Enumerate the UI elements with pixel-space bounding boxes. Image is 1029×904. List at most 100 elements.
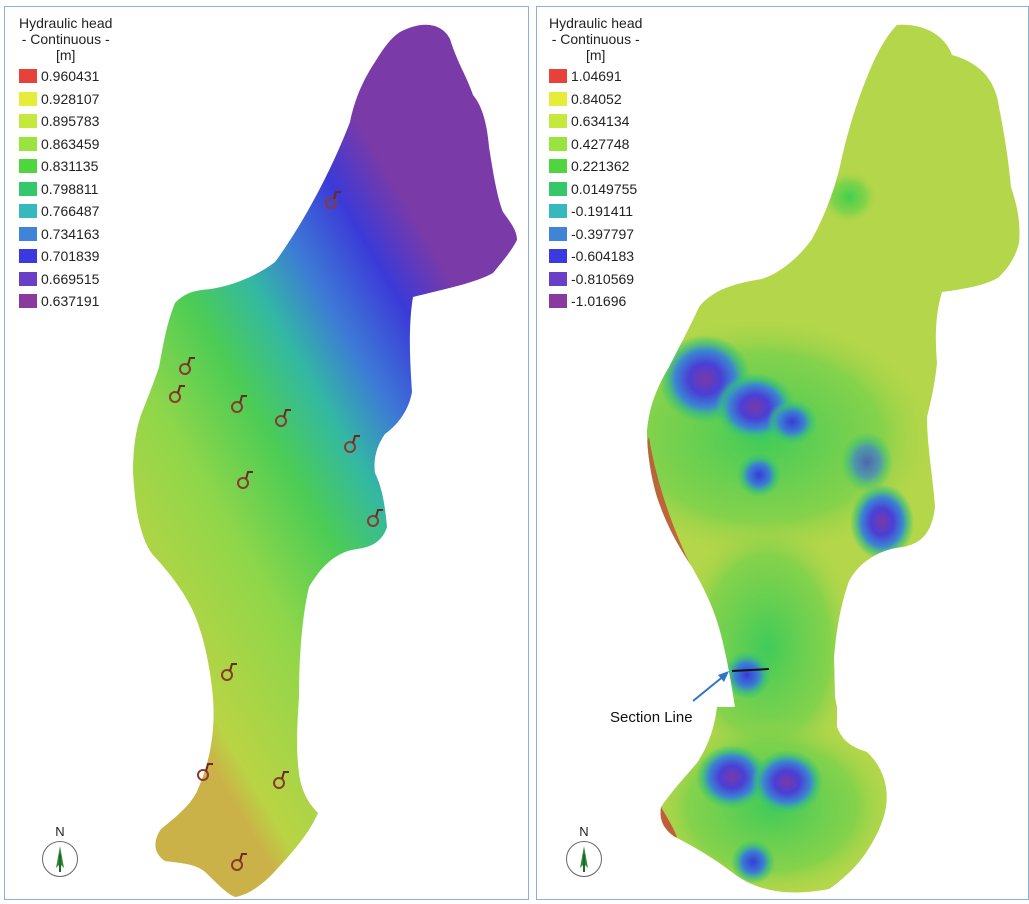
legend-label: 0.634134 bbox=[571, 113, 630, 130]
left-map-panel: Hydraulic head - Continuous - [m] 0.9604… bbox=[4, 6, 529, 900]
legend-swatch bbox=[549, 204, 567, 219]
well-marker-icon bbox=[325, 191, 341, 209]
legend-subtitle: - Continuous - bbox=[21, 31, 110, 47]
well-marker-icon bbox=[231, 395, 247, 413]
north-arrow: N bbox=[564, 825, 604, 877]
legend-swatch bbox=[549, 181, 567, 196]
north-arrow-icon bbox=[566, 841, 602, 877]
legend-swatch bbox=[19, 226, 37, 241]
legend-label: -1.01696 bbox=[571, 293, 627, 310]
north-arrow-icon bbox=[42, 841, 78, 877]
legend-swatch bbox=[549, 249, 567, 264]
legend-item: -0.191411 bbox=[549, 200, 642, 223]
section-pointer-arrow-icon bbox=[692, 671, 729, 702]
legend-swatch bbox=[549, 294, 567, 309]
legend-label: 0.427748 bbox=[571, 135, 630, 152]
legend-label: 0.895783 bbox=[41, 113, 100, 130]
legend-swatch bbox=[19, 114, 37, 129]
well-markers bbox=[169, 191, 383, 871]
legend-label: 0.0149755 bbox=[571, 180, 638, 197]
legend-item: 0.960431 bbox=[19, 65, 112, 88]
legend-label: 0.928107 bbox=[41, 90, 100, 107]
legend-item: 0.863459 bbox=[19, 133, 112, 156]
legend-item: -1.01696 bbox=[549, 290, 642, 313]
legend-label: 0.701839 bbox=[41, 248, 100, 265]
legend-label: 0.637191 bbox=[41, 293, 100, 310]
well-marker-icon bbox=[221, 663, 237, 681]
legend-swatch bbox=[19, 69, 37, 84]
right-legend: Hydraulic head - Continuous - [m] 1.0469… bbox=[549, 15, 642, 313]
well-marker-icon bbox=[197, 763, 213, 781]
north-label: N bbox=[579, 824, 589, 839]
legend-label: -0.810569 bbox=[571, 270, 635, 287]
well-marker-icon bbox=[179, 357, 195, 375]
legend-swatch bbox=[549, 136, 567, 151]
legend-item: 1.04691 bbox=[549, 65, 642, 88]
legend-swatch bbox=[549, 226, 567, 241]
well-marker-icon bbox=[275, 409, 291, 427]
legend-label: 0.734163 bbox=[41, 225, 100, 242]
well-marker-icon bbox=[367, 509, 383, 527]
legend-swatch bbox=[19, 159, 37, 174]
well-marker-icon bbox=[344, 435, 360, 453]
legend-item: 0.928107 bbox=[19, 88, 112, 111]
well-marker-icon bbox=[273, 771, 289, 789]
legend-item: 0.637191 bbox=[19, 290, 112, 313]
legend-swatch bbox=[19, 249, 37, 264]
right-map-panel: Hydraulic head - Continuous - [m] 1.0469… bbox=[536, 6, 1029, 900]
left-aquifer-area bbox=[133, 24, 517, 897]
legend-item: -0.810569 bbox=[549, 268, 642, 291]
legend-label: 0.84052 bbox=[571, 90, 622, 107]
legend-swatch bbox=[549, 114, 567, 129]
legend-item: 0.221362 bbox=[549, 155, 642, 178]
left-hydraulic-head-map bbox=[133, 24, 517, 897]
legend-label: 1.04691 bbox=[571, 68, 622, 85]
left-legend: Hydraulic head - Continuous - [m] 0.9604… bbox=[19, 15, 112, 313]
legend-item: 0.0149755 bbox=[549, 178, 642, 201]
well-marker-icon bbox=[237, 471, 253, 489]
legend-items: 0.960431 0.928107 0.895783 0.863459 0.831135… bbox=[19, 65, 112, 313]
legend-item: 0.701839 bbox=[19, 245, 112, 268]
legend-swatch bbox=[19, 136, 37, 151]
legend-label: 0.960431 bbox=[41, 68, 100, 85]
legend-label: -0.397797 bbox=[571, 225, 635, 242]
legend-label: -0.604183 bbox=[571, 248, 635, 265]
legend-swatch bbox=[549, 91, 567, 106]
legend-item: 0.427748 bbox=[549, 133, 642, 156]
legend-label: 0.669515 bbox=[41, 270, 100, 287]
legend-item: 0.895783 bbox=[19, 110, 112, 133]
well-marker-icon bbox=[231, 853, 247, 871]
legend-label: -0.191411 bbox=[571, 203, 634, 220]
legend-swatch bbox=[549, 69, 567, 84]
legend-swatch bbox=[19, 91, 37, 106]
legend-label: 0.831135 bbox=[41, 158, 99, 175]
legend-subtitle: - Continuous - bbox=[551, 31, 640, 47]
legend-item: -0.604183 bbox=[549, 245, 642, 268]
legend-title: Hydraulic head bbox=[549, 15, 643, 31]
legend-item: 0.831135 bbox=[19, 155, 112, 178]
legend-label: 0.798811 bbox=[41, 180, 99, 197]
legend-label: 0.766487 bbox=[41, 203, 100, 220]
legend-item: 0.634134 bbox=[549, 110, 642, 133]
head-field-overlay bbox=[647, 171, 932, 893]
legend-item: 0.669515 bbox=[19, 268, 112, 291]
legend-item: -0.397797 bbox=[549, 223, 642, 246]
legend-label: 0.221362 bbox=[571, 158, 630, 175]
legend-swatch bbox=[19, 294, 37, 309]
legend-swatch bbox=[549, 159, 567, 174]
well-marker-icon bbox=[169, 385, 185, 403]
legend-item: 0.84052 bbox=[549, 88, 642, 111]
section-line-label: Section Line bbox=[610, 709, 693, 726]
legend-item: 0.798811 bbox=[19, 178, 112, 201]
legend-items: 1.04691 0.84052 0.634134 0.427748 0.221362 0.… bbox=[549, 65, 642, 313]
legend-label: 0.863459 bbox=[41, 135, 100, 152]
north-arrow: N bbox=[40, 825, 80, 877]
legend-swatch bbox=[549, 271, 567, 286]
right-hydraulic-head-map bbox=[647, 24, 1020, 893]
legend-unit: [m] bbox=[585, 47, 606, 63]
legend-swatch bbox=[19, 181, 37, 196]
legend-swatch bbox=[19, 204, 37, 219]
legend-title: Hydraulic head bbox=[19, 15, 113, 31]
legend-unit: [m] bbox=[55, 47, 76, 63]
legend-item: 0.766487 bbox=[19, 200, 112, 223]
